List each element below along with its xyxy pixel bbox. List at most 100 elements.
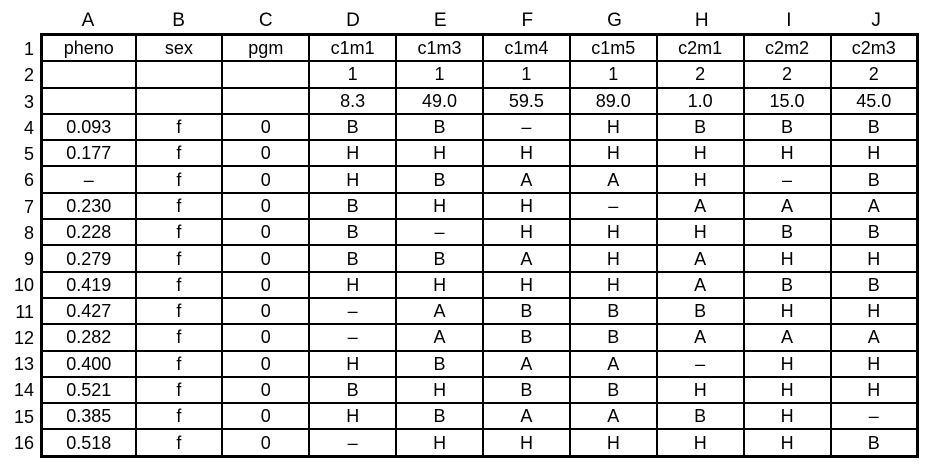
cell-C16[interactable]: 0: [221, 428, 311, 458]
cell-J7[interactable]: A: [829, 191, 919, 221]
cell-I14[interactable]: H: [742, 375, 832, 405]
cell-C1[interactable]: pgm: [221, 33, 311, 63]
cell-C6[interactable]: 0: [221, 165, 311, 194]
cell-H14[interactable]: H: [655, 375, 745, 405]
cell-J6[interactable]: B: [829, 165, 919, 194]
cell-C9[interactable]: 0: [221, 244, 311, 273]
cell-B13[interactable]: f: [134, 349, 224, 378]
cell-D12[interactable]: –: [308, 323, 398, 352]
cell-H9[interactable]: A: [655, 244, 745, 273]
cell-B16[interactable]: f: [134, 428, 224, 458]
row-header-14[interactable]: 14: [13, 380, 34, 401]
cell-H16[interactable]: H: [655, 428, 745, 458]
cell-B14[interactable]: f: [134, 375, 224, 405]
cell-F4[interactable]: –: [482, 112, 571, 142]
cell-A9[interactable]: 0.279: [40, 244, 137, 273]
cell-H7[interactable]: A: [655, 191, 745, 221]
cell-J13[interactable]: H: [829, 349, 919, 378]
cell-G2[interactable]: 1: [568, 60, 658, 89]
cell-J15[interactable]: –: [829, 402, 919, 431]
cell-B3[interactable]: [134, 86, 224, 115]
row-header-8[interactable]: 8: [23, 222, 34, 243]
cell-F3[interactable]: 59.5: [482, 86, 571, 115]
cell-J1[interactable]: c2m3: [829, 33, 919, 63]
cell-A1[interactable]: pheno: [40, 33, 137, 63]
cell-A4[interactable]: 0.093: [40, 112, 137, 142]
cell-E16[interactable]: H: [395, 428, 484, 458]
cell-I16[interactable]: H: [742, 428, 832, 458]
cell-F13[interactable]: A: [482, 349, 571, 378]
cell-H1[interactable]: c2m1: [655, 33, 745, 63]
cell-A16[interactable]: 0.518: [40, 428, 137, 458]
cell-C7[interactable]: 0: [221, 191, 311, 221]
cell-G8[interactable]: H: [568, 218, 658, 247]
cell-A2[interactable]: [40, 60, 137, 89]
cell-F15[interactable]: A: [482, 402, 571, 431]
cell-I10[interactable]: B: [742, 270, 832, 299]
cell-I8[interactable]: B: [742, 218, 832, 247]
cell-H10[interactable]: A: [655, 270, 745, 299]
cell-H8[interactable]: H: [655, 218, 745, 247]
cell-F5[interactable]: H: [482, 139, 571, 168]
cell-H12[interactable]: A: [655, 323, 745, 352]
row-header-5[interactable]: 5: [23, 144, 34, 165]
cell-E1[interactable]: c1m3: [395, 33, 484, 63]
cell-I2[interactable]: 2: [742, 60, 832, 89]
cell-G12[interactable]: B: [568, 323, 658, 352]
cell-D4[interactable]: B: [308, 112, 398, 142]
cell-J11[interactable]: H: [829, 296, 919, 326]
cell-B9[interactable]: f: [134, 244, 224, 273]
cell-G11[interactable]: B: [568, 296, 658, 326]
cell-I4[interactable]: B: [742, 112, 832, 142]
cell-G10[interactable]: H: [568, 270, 658, 299]
cell-D14[interactable]: B: [308, 375, 398, 405]
row-header-2[interactable]: 2: [23, 65, 34, 86]
row-header-16[interactable]: 16: [13, 432, 34, 453]
cell-D15[interactable]: H: [308, 402, 398, 431]
cell-G9[interactable]: H: [568, 244, 658, 273]
cell-F8[interactable]: H: [482, 218, 571, 247]
column-header-a[interactable]: A: [81, 10, 95, 31]
cell-B7[interactable]: f: [134, 191, 224, 221]
cell-F6[interactable]: A: [482, 165, 571, 194]
cell-D3[interactable]: 8.3: [308, 86, 398, 115]
cell-C4[interactable]: 0: [221, 112, 311, 142]
cell-G3[interactable]: 89.0: [568, 86, 658, 115]
cell-J5[interactable]: H: [829, 139, 919, 168]
cell-E13[interactable]: B: [395, 349, 484, 378]
cell-I11[interactable]: H: [742, 296, 832, 326]
cell-C12[interactable]: 0: [221, 323, 311, 352]
column-header-e[interactable]: E: [433, 10, 447, 31]
cell-F16[interactable]: H: [482, 428, 571, 458]
cell-A7[interactable]: 0.230: [40, 191, 137, 221]
cell-J10[interactable]: B: [829, 270, 919, 299]
cell-F11[interactable]: B: [482, 296, 571, 326]
row-header-10[interactable]: 10: [13, 275, 34, 296]
cell-J3[interactable]: 45.0: [829, 86, 919, 115]
cell-J9[interactable]: H: [829, 244, 919, 273]
cell-G15[interactable]: A: [568, 402, 658, 431]
column-header-f[interactable]: F: [521, 10, 534, 31]
cell-B8[interactable]: f: [134, 218, 224, 247]
cell-C10[interactable]: 0: [221, 270, 311, 299]
cell-I7[interactable]: A: [742, 191, 832, 221]
cell-B2[interactable]: [134, 60, 224, 89]
cell-G4[interactable]: H: [568, 112, 658, 142]
cell-H13[interactable]: –: [655, 349, 745, 378]
cell-A5[interactable]: 0.177: [40, 139, 137, 168]
cell-G13[interactable]: A: [568, 349, 658, 378]
row-header-6[interactable]: 6: [23, 170, 34, 191]
cell-E10[interactable]: H: [395, 270, 484, 299]
cell-G6[interactable]: A: [568, 165, 658, 194]
cell-H15[interactable]: B: [655, 402, 745, 431]
cell-A12[interactable]: 0.282: [40, 323, 137, 352]
cell-H5[interactable]: H: [655, 139, 745, 168]
row-header-15[interactable]: 15: [13, 406, 34, 427]
column-header-c[interactable]: C: [258, 10, 273, 31]
row-header-3[interactable]: 3: [23, 91, 34, 112]
column-header-h[interactable]: H: [694, 10, 709, 31]
cell-H2[interactable]: 2: [655, 60, 745, 89]
cell-A13[interactable]: 0.400: [40, 349, 137, 378]
cell-G14[interactable]: B: [568, 375, 658, 405]
row-header-4[interactable]: 4: [23, 117, 34, 138]
